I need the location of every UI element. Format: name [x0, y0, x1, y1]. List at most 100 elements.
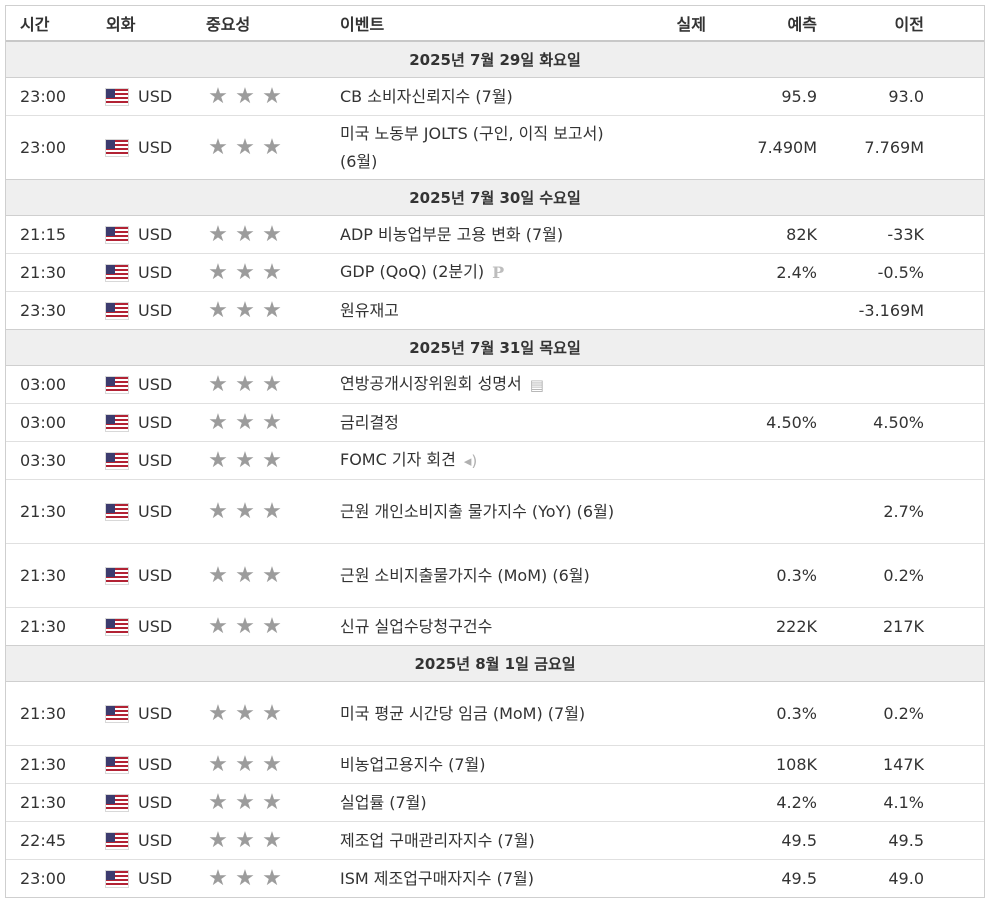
header-currency[interactable]: 외화	[106, 6, 206, 42]
star-icon: ★	[235, 221, 255, 247]
event-time: 03:00	[6, 403, 106, 442]
event-row[interactable]: 23:00 USD ★ ★ ★ 미국 노동부 JOLTS (구인, 이직 보고서) (6월…	[6, 115, 984, 180]
event-row[interactable]: 21:30 USD ★ ★ ★ GDP (QoQ) (2분기) P 2.4% -0.5%	[6, 253, 984, 292]
event-forecast	[716, 479, 817, 544]
importance-stars: ★ ★ ★	[206, 702, 340, 725]
star-icon: ★	[208, 447, 228, 473]
us-flag-icon	[106, 705, 128, 722]
event-actual	[626, 215, 716, 254]
event-name-link[interactable]: 미국 노동부 JOLTS (구인, 이직 보고서) (6월)	[340, 123, 604, 171]
event-time: 23:30	[6, 291, 106, 330]
event-name-link[interactable]: 연방공개시장위원회 성명서	[340, 374, 522, 394]
importance-cell: ★ ★ ★	[206, 403, 340, 442]
header-previous[interactable]: 이전	[817, 6, 984, 42]
importance-stars: ★ ★ ★	[206, 136, 340, 159]
event-name-link[interactable]: GDP (QoQ) (2분기)	[340, 262, 485, 282]
event-name-link[interactable]: ADP 비농업부문 고용 변화 (7월)	[340, 224, 564, 244]
event-name-link[interactable]: ISM 제조업구매자지수 (7월)	[340, 868, 534, 888]
event-actual	[626, 681, 716, 746]
currency-code: USD	[138, 502, 173, 521]
event-cell: 비농업고용지수 (7월)	[340, 745, 626, 784]
event-row[interactable]: 23:00 USD ★ ★ ★ CB 소비자신뢰지수 (7월) 95.9 93.0	[6, 77, 984, 116]
importance-cell: ★ ★ ★	[206, 77, 340, 116]
header-importance[interactable]: 중요성	[206, 6, 340, 42]
event-name-link[interactable]: 신규 실업수당청구건수	[340, 616, 493, 636]
event-name-link[interactable]: 실업률 (7월)	[340, 792, 427, 812]
importance-stars: ★ ★ ★	[206, 221, 340, 247]
us-flag-icon	[106, 567, 128, 584]
header-event[interactable]: 이벤트	[340, 6, 626, 42]
event-previous: 49.0	[817, 859, 984, 897]
star-icon: ★	[262, 827, 282, 853]
event-row[interactable]: 21:30 USD ★ ★ ★ 실업률 (7월) 4.2% 4.1%	[6, 783, 984, 822]
star-icon: ★	[235, 371, 255, 397]
event-name-link[interactable]: 근원 개인소비지출 물가지수 (YoY) (6월)	[340, 501, 615, 521]
currency-code: USD	[138, 451, 173, 470]
star-icon: ★	[208, 83, 228, 109]
star-icon: ★	[208, 827, 228, 853]
event-row[interactable]: 23:30 USD ★ ★ ★ 원유재고 -3.169M	[6, 291, 984, 330]
star-icon: ★	[262, 447, 282, 473]
event-name-link[interactable]: 근원 소비지출물가지수 (MoM) (6월)	[340, 565, 590, 585]
event-time: 03:00	[6, 365, 106, 404]
currency: USD	[106, 502, 206, 521]
event-row[interactable]: 03:00 USD ★ ★ ★ 연방공개시장위원회 성명서 ▤	[6, 365, 984, 404]
event-row[interactable]: 21:15 USD ★ ★ ★ ADP 비농업부문 고용 변화 (7월) 82K -33K	[6, 215, 984, 254]
event-name-link[interactable]: 금리결정	[340, 412, 399, 432]
event-row[interactable]: 21:30 USD ★ ★ ★ 미국 평균 시간당 임금 (MoM) (7월) 0.3% 0.…	[6, 681, 984, 746]
header-time[interactable]: 시간	[6, 6, 106, 42]
star-icon: ★	[262, 562, 282, 588]
star-icon: ★	[235, 562, 255, 588]
event-row[interactable]: 21:30 USD ★ ★ ★ 비농업고용지수 (7월) 108K 147K	[6, 745, 984, 784]
star-icon: ★	[262, 751, 282, 777]
event-cell: 제조업 구매관리자지수 (7월)	[340, 821, 626, 860]
event-forecast: 82K	[716, 215, 817, 254]
event-forecast	[716, 291, 817, 330]
event-previous: 4.1%	[817, 783, 984, 822]
header-forecast[interactable]: 예측	[716, 6, 817, 42]
event-row[interactable]: 23:00 USD ★ ★ ★ ISM 제조업구매자지수 (7월) 49.5 49.0	[6, 859, 984, 897]
us-flag-icon	[106, 452, 128, 469]
event-cell: GDP (QoQ) (2분기) P	[340, 253, 626, 292]
event-forecast: 4.2%	[716, 783, 817, 822]
event-previous: 147K	[817, 745, 984, 784]
star-icon: ★	[208, 498, 228, 524]
event-name-link[interactable]: FOMC 기자 회견	[340, 450, 456, 470]
event-row[interactable]: 21:30 USD ★ ★ ★ 근원 소비지출물가지수 (MoM) (6월) 0.3% 0.2…	[6, 543, 984, 608]
event-time: 03:30	[6, 441, 106, 480]
currency: USD	[106, 138, 206, 157]
event-cell: 금리결정	[340, 403, 626, 442]
header-actual[interactable]: 실제	[626, 6, 716, 42]
importance-cell: ★ ★ ★	[206, 745, 340, 784]
importance-cell: ★ ★ ★	[206, 215, 340, 254]
date-label: 2025년 7월 31일 목요일	[6, 329, 984, 366]
event-actual	[626, 745, 716, 784]
event-previous: 93.0	[817, 77, 984, 116]
importance-cell: ★ ★ ★	[206, 821, 340, 860]
header-row: 시간 외화 중요성 이벤트 실제 예측 이전	[6, 6, 984, 42]
event-time: 21:30	[6, 783, 106, 822]
event-name-link[interactable]: 미국 평균 시간당 임금 (MoM) (7월)	[340, 703, 586, 723]
event-row[interactable]: 21:30 USD ★ ★ ★ 근원 개인소비지출 물가지수 (YoY) (6월) 2.7%	[6, 479, 984, 544]
event-name-link[interactable]: CB 소비자신뢰지수 (7월)	[340, 86, 513, 106]
star-icon: ★	[235, 751, 255, 777]
importance-cell: ★ ★ ★	[206, 253, 340, 292]
event-actual	[626, 365, 716, 404]
currency-code: USD	[138, 138, 173, 157]
event-name-link[interactable]: 제조업 구매관리자지수 (7월)	[340, 830, 535, 850]
event-row[interactable]: 21:30 USD ★ ★ ★ 신규 실업수당청구건수 222K 217K	[6, 607, 984, 646]
event-previous	[817, 365, 984, 404]
event-row[interactable]: 03:30 USD ★ ★ ★ FOMC 기자 회견 ◂)	[6, 441, 984, 480]
event-row[interactable]: 03:00 USD ★ ★ ★ 금리결정 4.50% 4.50%	[6, 403, 984, 442]
event-name-link[interactable]: 원유재고	[340, 300, 399, 320]
importance-cell: ★ ★ ★	[206, 479, 340, 544]
importance-stars: ★ ★ ★	[206, 371, 340, 397]
currency: USD	[106, 413, 206, 432]
currency-code: USD	[138, 263, 173, 282]
event-forecast: 2.4%	[716, 253, 817, 292]
event-row[interactable]: 22:45 USD ★ ★ ★ 제조업 구매관리자지수 (7월) 49.5 49.5	[6, 821, 984, 860]
event-currency-cell: USD	[106, 215, 206, 254]
importance-cell: ★ ★ ★	[206, 607, 340, 646]
event-name-link[interactable]: 비농업고용지수 (7월)	[340, 754, 486, 774]
currency: USD	[106, 869, 206, 888]
